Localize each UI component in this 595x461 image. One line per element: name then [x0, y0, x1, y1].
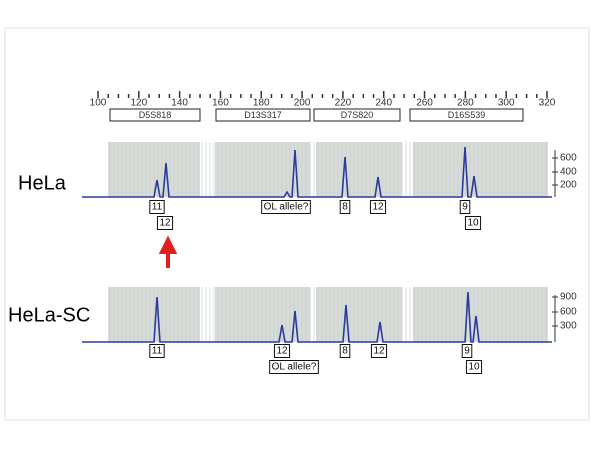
allele-box	[339, 200, 351, 214]
marker-label: D13S317	[244, 110, 282, 120]
allele-box	[459, 200, 471, 214]
allele-label: 12	[159, 218, 171, 229]
allele-label: 8	[342, 346, 348, 357]
frame	[4, 27, 590, 421]
bin-region	[413, 142, 548, 197]
allele-box	[370, 344, 388, 358]
marker-label: D16S539	[448, 110, 486, 120]
allele-box	[464, 216, 482, 230]
marker-box	[409, 108, 524, 122]
marker-label: D7S820	[341, 110, 374, 120]
scale-label: 140	[171, 98, 188, 109]
allele-box	[461, 344, 473, 358]
bin-region	[316, 142, 402, 197]
marker-box	[215, 108, 311, 122]
allele-label: 8	[342, 202, 348, 213]
bin-region	[316, 287, 402, 342]
allele-box	[149, 200, 165, 214]
scale-label: 220	[335, 98, 352, 109]
trace	[82, 146, 552, 198]
scale-label: 120	[130, 98, 147, 109]
scale-label: 160	[212, 98, 229, 109]
sample-name: HeLa	[18, 172, 67, 194]
allele-label: OL allele?	[272, 362, 317, 373]
allele-box	[156, 216, 174, 230]
allele-label: 12	[373, 346, 385, 357]
trace	[82, 291, 552, 343]
allele-label: OL allele?	[264, 202, 309, 213]
marker-box	[109, 108, 201, 122]
allele-label: 11	[152, 202, 163, 213]
scale-label: 300	[498, 98, 515, 109]
y-tick-label: 600	[560, 307, 577, 318]
allele-label: 9	[464, 346, 470, 357]
allele-label: 10	[467, 218, 479, 229]
allele-label: 9	[462, 202, 468, 213]
scale-label: 260	[416, 98, 433, 109]
marker-box	[313, 108, 401, 122]
sample-name: HeLa-SC	[8, 304, 90, 326]
allele-box	[465, 360, 483, 374]
allele-box	[369, 200, 387, 214]
marker-label: D5S818	[139, 110, 172, 120]
y-tick-label: 400	[560, 167, 577, 178]
allele-box	[273, 344, 291, 358]
bin-region	[413, 287, 548, 342]
y-tick-label: 200	[560, 180, 577, 191]
scale-label: 320	[539, 98, 556, 109]
scale-label: 200	[294, 98, 311, 109]
y-tick-label: 600	[560, 153, 577, 164]
allele-label: 10	[468, 362, 480, 373]
scale-label: 100	[90, 98, 107, 109]
allele-label: 12	[276, 346, 288, 357]
allele-box	[339, 344, 351, 358]
arrow-up	[158, 235, 178, 268]
scale-label: 240	[375, 98, 392, 109]
y-tick-label: 300	[560, 321, 577, 332]
allele-box	[269, 360, 319, 374]
allele-box	[149, 344, 165, 358]
scale-label: 280	[457, 98, 474, 109]
allele-label: 11	[152, 346, 163, 357]
allele-label: 12	[372, 202, 384, 213]
allele-box	[261, 200, 311, 214]
scale-label: 180	[253, 98, 270, 109]
y-tick-label: 900	[560, 292, 577, 303]
